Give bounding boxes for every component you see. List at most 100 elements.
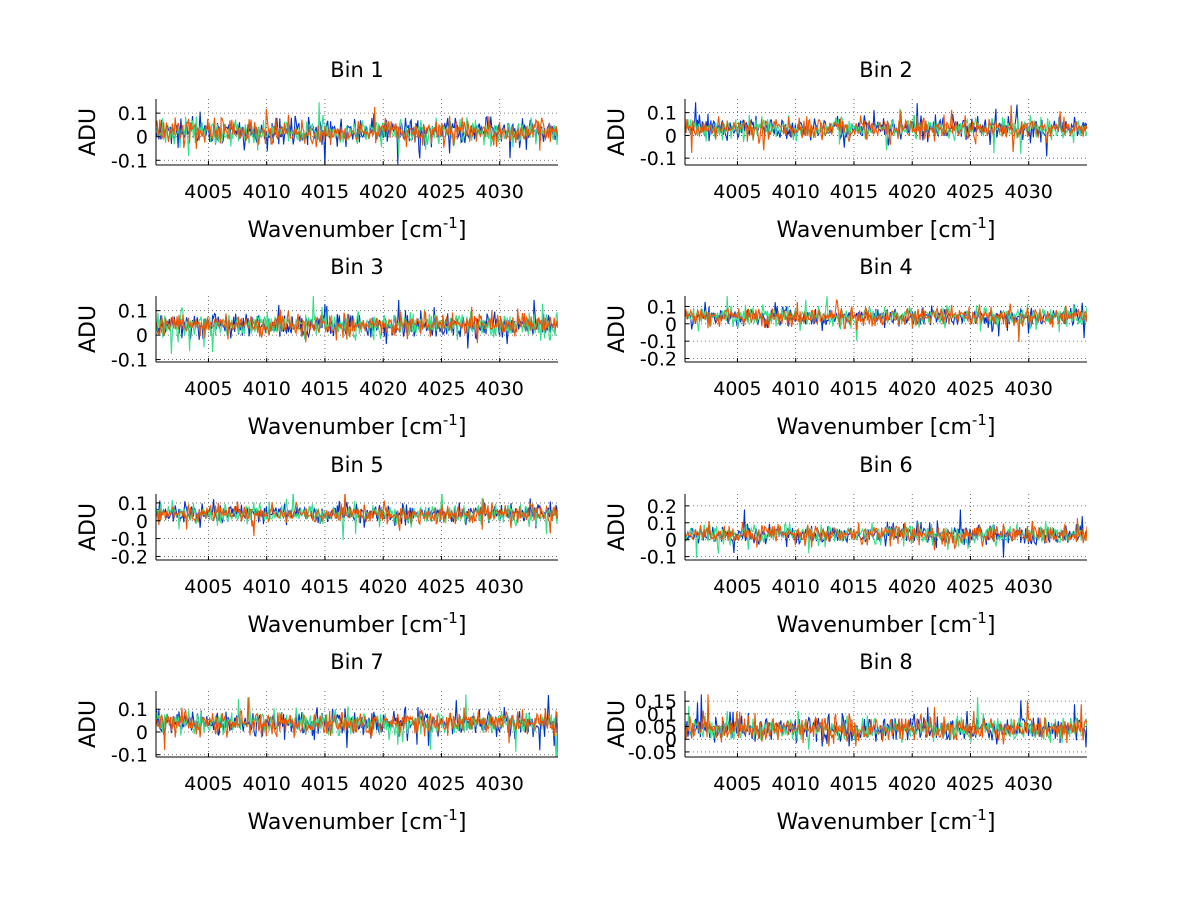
- x-tick-label: 4005: [713, 181, 761, 203]
- subplot-title: Bin 6: [859, 453, 913, 477]
- x-tick-label: 4005: [184, 378, 232, 400]
- x-tick-label: 4005: [713, 378, 761, 400]
- x-tick-label: 4025: [946, 378, 994, 400]
- x-axis-label: Wavenumber [cm-1]: [777, 609, 996, 638]
- series-line-3: [685, 518, 1087, 551]
- y-tick-label: 0: [136, 722, 148, 744]
- x-tick-label: 4025: [417, 181, 465, 203]
- y-tick-label: 0.15: [635, 691, 677, 713]
- subplot-title: Bin 1: [330, 58, 384, 82]
- series-line-3: [156, 106, 558, 151]
- x-tick-label: 4010: [772, 378, 820, 400]
- y-tick-label: 0: [665, 314, 677, 336]
- y-tick-label: -0.2: [111, 546, 148, 568]
- x-tick-label: 4015: [830, 378, 878, 400]
- x-tick-label: 4020: [359, 378, 407, 400]
- y-tick-label: 0.2: [647, 496, 677, 518]
- y-tick-label: 0: [665, 125, 677, 147]
- x-axis-label: Wavenumber [cm-1]: [248, 609, 467, 638]
- x-tick-label: 4005: [184, 181, 232, 203]
- y-tick-label: -0.1: [640, 331, 677, 353]
- x-axis-label: Wavenumber [cm-1]: [248, 214, 467, 243]
- subplot-title: Bin 3: [330, 255, 384, 279]
- x-tick-label: 4010: [243, 181, 291, 203]
- x-tick-label: 4015: [830, 576, 878, 598]
- y-axis-label: ADU: [76, 305, 101, 353]
- subplot-title: Bin 2: [859, 58, 913, 82]
- x-tick-label: 4005: [713, 773, 761, 795]
- x-tick-label: 4030: [476, 576, 524, 598]
- series-line-3: [685, 694, 1087, 747]
- x-tick-label: 4025: [417, 378, 465, 400]
- subplot-1: 4005 4010 4015 4020 4025 4030 -0.100.1 Bin 1 ADU…: [76, 58, 558, 243]
- x-tick-label: 4010: [772, 773, 820, 795]
- y-tick-label: 0: [136, 511, 148, 533]
- x-tick-label: 4015: [301, 773, 349, 795]
- y-tick-label: -0.1: [111, 529, 148, 551]
- y-tick-label: 0.1: [118, 699, 148, 721]
- y-tick-label: 0: [665, 530, 677, 552]
- x-axis-label: Wavenumber [cm-1]: [248, 806, 467, 835]
- x-tick-label: 4030: [1005, 576, 1053, 598]
- x-axis-label: Wavenumber [cm-1]: [777, 214, 996, 243]
- series-line-2: [685, 520, 1087, 558]
- subplot-7: 4005 4010 4015 4020 4025 4030 -0.100.1 Bin 7 ADU…: [76, 650, 558, 835]
- x-tick-label: 4015: [830, 181, 878, 203]
- y-tick-label: 0.1: [118, 493, 148, 515]
- x-tick-label: 4015: [301, 576, 349, 598]
- x-tick-label: 4010: [243, 378, 291, 400]
- x-tick-label: 4025: [946, 773, 994, 795]
- subplot-3: 4005 4010 4015 4020 4025 4030 -0.1 00.1 Bin 3 ADU…: [76, 255, 558, 440]
- x-tick-label: 4030: [476, 181, 524, 203]
- series-line-3: [685, 105, 1087, 153]
- y-tick-label: 0.1: [647, 513, 677, 535]
- x-axis-label: Wavenumber [cm-1]: [777, 806, 996, 835]
- x-tick-label: 4025: [417, 576, 465, 598]
- x-tick-label: 4020: [888, 773, 936, 795]
- x-tick-label: 4030: [1005, 181, 1053, 203]
- y-tick-label: 0.1: [647, 704, 677, 726]
- x-tick-label: 4010: [772, 576, 820, 598]
- subplot-2: 4005 4010 4015 4020 4025 4030 -0.100.1 Bin 2 ADU…: [605, 58, 1087, 243]
- y-tick-label: -0.2: [640, 349, 677, 371]
- series-line-3: [156, 306, 558, 344]
- x-tick-label: 4020: [888, 181, 936, 203]
- x-tick-label: 4015: [301, 378, 349, 400]
- y-tick-label: 0: [136, 325, 148, 347]
- series-line-3: [156, 494, 558, 537]
- x-tick-label: 4020: [888, 576, 936, 598]
- x-tick-label: 4025: [946, 576, 994, 598]
- series-line-2: [156, 102, 558, 157]
- series-line-2: [156, 296, 558, 354]
- y-tick-label: -0.1: [111, 350, 148, 372]
- x-axis-label: Wavenumber [cm-1]: [248, 411, 467, 440]
- x-tick-label: 4020: [359, 181, 407, 203]
- y-axis-label: ADU: [76, 503, 101, 551]
- x-tick-label: 4010: [243, 576, 291, 598]
- y-tick-label: 0: [665, 729, 677, 751]
- y-tick-label: 0.1: [118, 301, 148, 323]
- x-tick-label: 4015: [830, 773, 878, 795]
- x-tick-label: 4010: [243, 773, 291, 795]
- y-axis-label: ADU: [605, 503, 630, 551]
- x-tick-label: 4025: [417, 773, 465, 795]
- y-tick-label: -0.05: [628, 742, 677, 764]
- subplot-title: Bin 5: [330, 453, 384, 477]
- y-axis-label: ADU: [76, 700, 101, 748]
- subplot-5: 4005 4010 4015 4020 4025 4030 -0.2-0.100.1 Bin …: [76, 453, 558, 638]
- subplot-8: 4005 4010 4015 4020 4025 4030 -0.0500.050.10.1…: [605, 650, 1087, 835]
- x-tick-label: 4005: [184, 773, 232, 795]
- y-tick-label: 0.1: [118, 103, 148, 125]
- subplot-title: Bin 8: [859, 650, 913, 674]
- x-tick-label: 4015: [301, 181, 349, 203]
- y-axis-label: ADU: [605, 108, 630, 156]
- x-tick-label: 4025: [946, 181, 994, 203]
- subplot-4: 4005 4010 4015 4020 4025 4030 -0.2-0.100.1 Bin …: [605, 255, 1087, 440]
- y-axis-label: ADU: [76, 108, 101, 156]
- x-tick-label: 4020: [359, 773, 407, 795]
- subplot-title: Bin 7: [330, 650, 384, 674]
- x-tick-label: 4030: [1005, 378, 1053, 400]
- series-line-2: [685, 697, 1087, 750]
